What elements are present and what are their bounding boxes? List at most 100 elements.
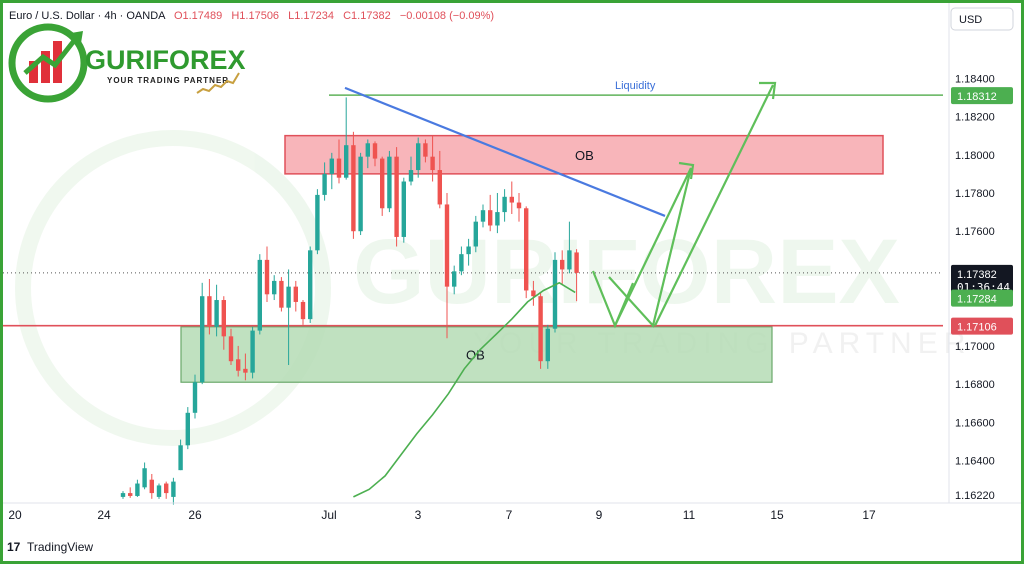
price-badge-value: 1.17106 (957, 322, 997, 334)
candle-body (480, 210, 486, 222)
candle-body (171, 481, 176, 497)
candle-body (250, 330, 255, 373)
price-badge (951, 289, 1013, 307)
brand-tagline: YOUR TRADING PARTNER (107, 76, 229, 85)
candle-body (459, 254, 464, 272)
time-tick-label: Jul (321, 508, 336, 522)
candle-body (437, 170, 442, 205)
time-tick-label: 20 (8, 508, 22, 522)
candle-body (416, 143, 421, 171)
price-badge-value: 1.17382 (957, 269, 997, 281)
candle-body (531, 290, 536, 297)
price-tick-label: 1.18200 (955, 112, 995, 124)
moving-average-layer (353, 281, 576, 498)
candle-body (279, 280, 284, 308)
candle-body (552, 259, 558, 329)
candle-body (178, 445, 183, 471)
svg-text:Euro / U.S. Dollar · 4h · OAND: Euro / U.S. Dollar · 4h · OANDA O1.17489… (9, 10, 494, 22)
time-tick-label: 17 (862, 508, 876, 522)
candle-body (293, 286, 298, 302)
candle-body (264, 259, 270, 295)
logo-bar-1 (29, 61, 38, 83)
projection-arrows (591, 81, 777, 329)
candle-body (322, 173, 327, 195)
candle-body (401, 181, 406, 237)
price-axis[interactable]: 1.18400 1.18200 1.18000 1.17800 1.17600 1.170… (948, 3, 1013, 503)
symbol-title: Euro / U.S. Dollar · 4h · OANDA (9, 10, 166, 22)
price-tick-label: 1.18400 (955, 73, 995, 85)
tradingview-logo[interactable]: 17 TradingView (7, 540, 93, 554)
candle-body (185, 412, 190, 446)
candle-body (509, 196, 514, 203)
candle-body (149, 479, 154, 494)
price-badge (951, 264, 1013, 295)
time-tick-label: 26 (188, 508, 202, 522)
ohlc-high: H1.17506 (231, 10, 279, 22)
candle-body (430, 156, 435, 171)
watermark-name: GURIFOREX (353, 221, 900, 323)
ohlc-low: L1.17234 (288, 10, 334, 22)
watermark-ring (15, 130, 331, 446)
liquidity-label: Liquidity (615, 80, 656, 92)
time-axis[interactable]: 20 24 26 Jul 3 7 9 11 15 17 (3, 502, 1021, 522)
candle-body (488, 210, 493, 226)
price-badge (951, 317, 1013, 335)
candle-body (214, 300, 219, 327)
currency-label: USD (959, 14, 982, 26)
logo-arrowhead-icon (71, 31, 83, 43)
projection-path-2 (608, 167, 693, 328)
logo-bar-2 (41, 51, 50, 83)
price-tick-label: 1.17000 (955, 341, 995, 353)
candle-body (516, 202, 522, 209)
candle-body (387, 156, 392, 209)
candle-body (394, 156, 399, 237)
price-badge (951, 87, 1013, 105)
candle-body (466, 246, 471, 255)
price-chart[interactable]: GURIFOREX YOUR TRADING PARTNER Euro / U.… (3, 3, 1021, 561)
candle-body (351, 145, 356, 232)
candle-body (444, 204, 450, 287)
price-badge-value: 1.17284 (957, 294, 997, 306)
candle-body (120, 493, 126, 497)
tradingview-mark-icon: 17 (7, 540, 21, 554)
arrowhead-1-icon (678, 161, 695, 180)
candle-body (236, 359, 241, 371)
candle-body (423, 143, 428, 157)
candle-body (128, 493, 133, 496)
candle-body (344, 145, 349, 178)
ohlc-change: −0.00108 (−0.09%) (400, 10, 494, 22)
price-tick-label: 1.17600 (955, 226, 995, 238)
candle-body (272, 280, 277, 295)
logo-ring (8, 23, 88, 103)
candle-body (135, 483, 140, 496)
watermark: GURIFOREX YOUR TRADING PARTNER (15, 130, 965, 446)
price-tick-label: 1.17800 (955, 188, 995, 200)
price-tick-label: 1.16400 (955, 456, 995, 468)
candle-body (560, 259, 565, 270)
candle-body (192, 382, 198, 413)
time-tick-label: 7 (506, 508, 513, 522)
candle-body (257, 259, 262, 331)
candle-body (315, 194, 320, 251)
candle-body (300, 301, 306, 320)
candle-body (380, 158, 385, 209)
price-tick-label: 1.16600 (955, 417, 995, 429)
candle-body (545, 328, 550, 362)
price-badge-value: 1.18312 (957, 91, 997, 103)
price-tick-label: 1.18000 (955, 150, 995, 162)
candle-body (502, 196, 507, 213)
candle-body (358, 156, 363, 232)
ob-upper-zone (284, 134, 884, 175)
candle-body (495, 212, 500, 226)
candle-body (473, 221, 478, 247)
candle-body (156, 485, 162, 497)
lines-layer: Liquidity (3, 80, 943, 327)
candle-body (329, 158, 334, 174)
ob-upper-label: OB (575, 148, 594, 163)
candle-body (574, 252, 579, 273)
currency-button[interactable]: USD (950, 7, 1014, 31)
candle-body (142, 468, 147, 488)
candles-layer (120, 97, 579, 505)
time-tick-label: 3 (415, 508, 422, 522)
